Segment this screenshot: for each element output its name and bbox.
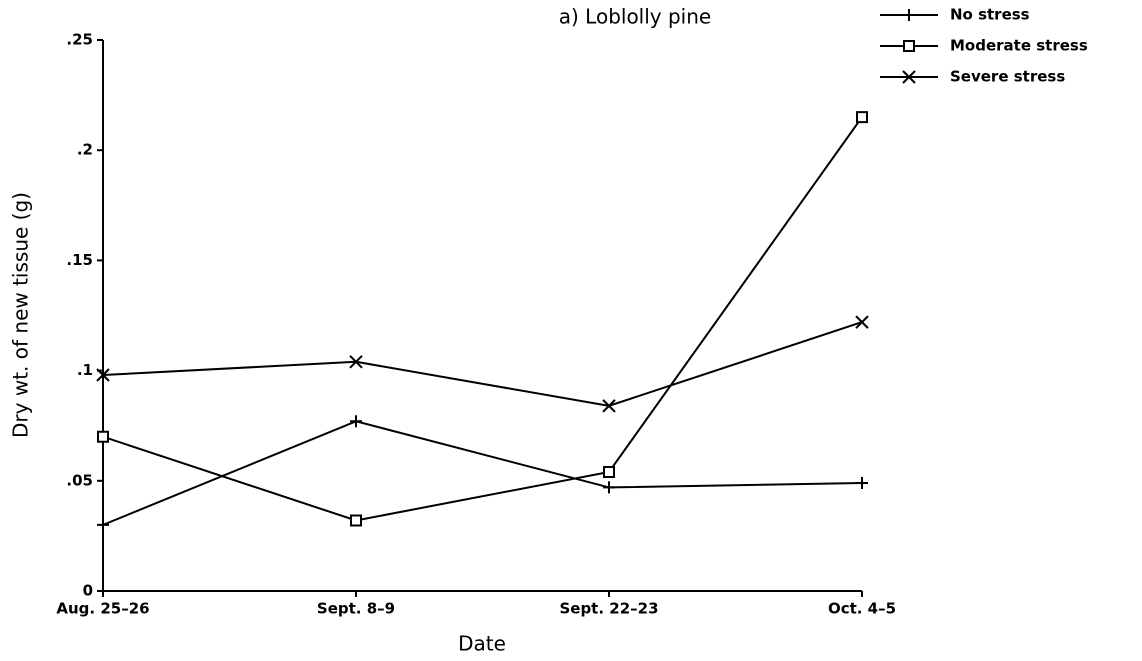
legend-label: Moderate stress (950, 37, 1088, 55)
marker (856, 477, 868, 490)
line (102, 116, 863, 522)
marker (350, 415, 362, 428)
marker (97, 518, 109, 531)
y-tick-label: .1 (77, 361, 93, 379)
x-tick-label: Sept. 8–9 (317, 600, 395, 618)
y-tick-label: .15 (66, 251, 93, 269)
marker (903, 9, 915, 21)
y-tick-label: .25 (66, 31, 93, 49)
marker (902, 70, 916, 84)
marker (97, 430, 109, 443)
y-tick-label: .05 (66, 471, 93, 489)
line (102, 321, 863, 407)
marker (350, 514, 362, 527)
legend-label: Severe stress (950, 68, 1065, 86)
chart-title: a) Loblolly pine (559, 5, 711, 29)
marker (855, 315, 869, 329)
x-tick-label: Sept. 22–23 (559, 600, 658, 618)
marker (602, 399, 616, 413)
marker (856, 111, 868, 124)
y-axis-label: Dry wt. of new tissue (g) (9, 192, 33, 438)
marker (349, 355, 363, 369)
x-axis-label: Date (458, 632, 506, 656)
x-tick-label: Oct. 4–5 (828, 600, 896, 618)
y-tick-label: 0 (83, 582, 93, 600)
marker (603, 481, 615, 494)
marker (96, 368, 110, 382)
y-tick-label: .2 (77, 141, 93, 159)
x-tick-label: Aug. 25–26 (56, 600, 149, 618)
marker (603, 465, 615, 478)
marker (903, 40, 915, 52)
legend-label: No stress (950, 6, 1030, 24)
line (102, 420, 863, 526)
